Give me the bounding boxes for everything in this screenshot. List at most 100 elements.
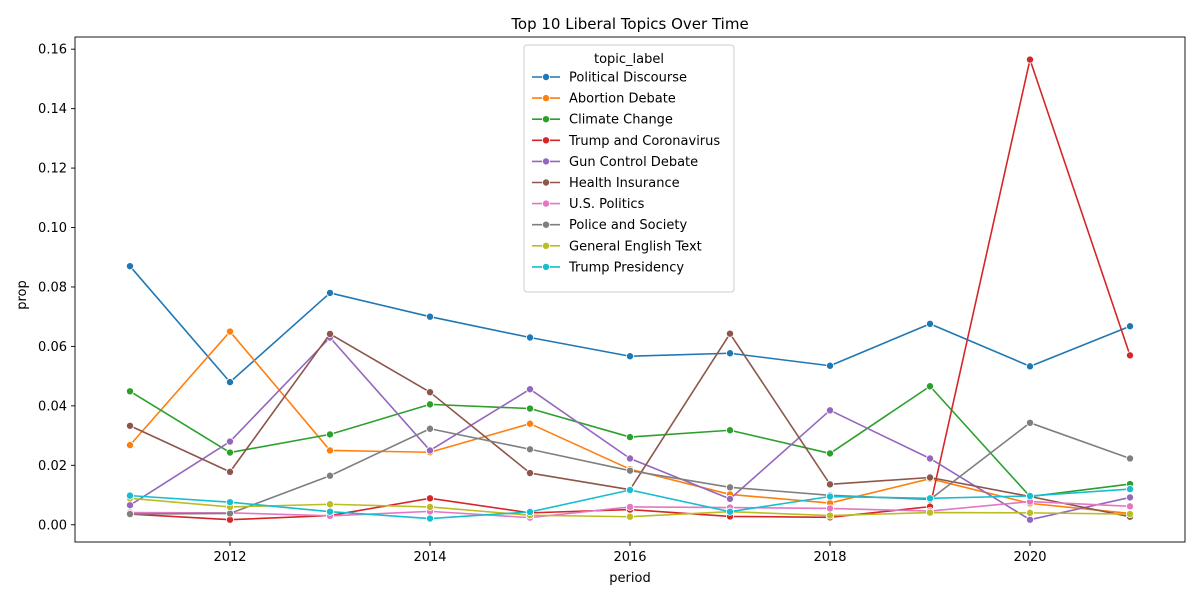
data-point [926, 319, 935, 328]
data-point [425, 502, 434, 511]
data-point [425, 388, 434, 397]
data-point [726, 483, 735, 492]
legend-swatch-marker [542, 178, 551, 187]
data-point [425, 494, 434, 503]
data-point [1126, 322, 1135, 331]
series-political-discourse [126, 262, 1135, 387]
legend-label: Gun Control Debate [569, 155, 698, 170]
data-point [126, 262, 135, 271]
data-point [225, 509, 234, 518]
data-point [826, 504, 835, 513]
legend-swatch-marker [542, 157, 551, 166]
series-general-english-text [126, 494, 1135, 521]
data-point [1126, 351, 1135, 360]
legend-swatch-marker [542, 115, 551, 124]
legend-swatch-marker [542, 241, 551, 250]
x-axis-label: period [609, 571, 650, 586]
data-point [526, 385, 535, 394]
series-trump-presidency [126, 485, 1135, 523]
series-police-and-society [126, 418, 1135, 519]
legend-label: Health Insurance [569, 176, 680, 191]
data-point [526, 507, 535, 516]
legend-entry: Abortion Debate [532, 92, 676, 107]
legend-label: Trump Presidency [568, 260, 684, 275]
data-point [126, 501, 135, 510]
data-point [626, 352, 635, 361]
data-point [626, 502, 635, 511]
legend-entry: General English Text [532, 239, 702, 254]
data-point [1026, 362, 1035, 371]
data-point [526, 419, 535, 428]
data-point [225, 437, 234, 446]
data-point [826, 361, 835, 370]
data-point [325, 471, 334, 480]
y-tick-label: 0.16 [38, 43, 67, 58]
data-point [1126, 493, 1135, 502]
y-tick-label: 0.00 [38, 518, 67, 533]
data-point [225, 378, 234, 387]
y-tick-label: 0.12 [38, 162, 67, 177]
y-tick-label: 0.02 [38, 459, 67, 474]
data-point [1026, 508, 1035, 517]
legend-entry: Trump Presidency [532, 260, 684, 275]
data-point [826, 406, 835, 415]
data-point [626, 466, 635, 475]
data-point [1026, 418, 1035, 427]
x-tick-label: 2020 [1013, 550, 1046, 565]
x-tick-label: 2016 [613, 550, 646, 565]
data-point [325, 329, 334, 338]
data-point [126, 387, 135, 396]
data-point [1026, 55, 1035, 64]
data-point [726, 329, 735, 338]
data-point [1126, 502, 1135, 511]
legend-swatch-marker [542, 136, 551, 145]
data-point [926, 382, 935, 391]
legend-swatch-marker [542, 73, 551, 82]
data-point [926, 454, 935, 463]
legend-swatch-marker [542, 94, 551, 103]
legend-label: U.S. Politics [569, 197, 645, 212]
legend-entry: Climate Change [532, 113, 673, 128]
data-point [826, 492, 835, 501]
data-point [325, 446, 334, 455]
y-tick-label: 0.14 [38, 102, 67, 117]
data-point [526, 469, 535, 478]
legend-entry: Gun Control Debate [532, 155, 698, 170]
data-point [126, 491, 135, 500]
data-point [1126, 510, 1135, 519]
legend-entry: Trump and Coronavirus [532, 134, 720, 149]
y-tick-label: 0.10 [38, 221, 67, 236]
data-point [425, 312, 434, 321]
data-point [425, 424, 434, 433]
data-point [1026, 515, 1035, 524]
data-point [126, 421, 135, 430]
data-point [225, 448, 234, 457]
data-point [926, 508, 935, 517]
data-point [225, 498, 234, 507]
data-point [1126, 485, 1135, 494]
data-point [126, 441, 135, 450]
legend-label: General English Text [569, 239, 702, 254]
data-point [626, 433, 635, 442]
data-point [425, 400, 434, 409]
data-point [626, 485, 635, 494]
legend-label: Climate Change [569, 113, 673, 128]
data-point [626, 454, 635, 463]
data-point [1126, 454, 1135, 463]
data-point [325, 288, 334, 297]
data-point [325, 500, 334, 509]
data-point [726, 494, 735, 503]
x-tick-label: 2018 [813, 550, 846, 565]
data-point [826, 449, 835, 458]
x-tick-label: 2014 [413, 550, 446, 565]
data-point [526, 333, 535, 342]
data-point [225, 327, 234, 336]
legend-label: Trump and Coronavirus [568, 134, 720, 149]
y-tick-label: 0.08 [38, 280, 67, 295]
chart-title: Top 10 Liberal Topics Over Time [510, 15, 748, 33]
data-point [826, 480, 835, 489]
legend-entry: Health Insurance [532, 176, 680, 191]
legend-entry: Political Discourse [532, 71, 687, 86]
legend: topic_label Political Discourse Abortion D… [523, 44, 735, 293]
